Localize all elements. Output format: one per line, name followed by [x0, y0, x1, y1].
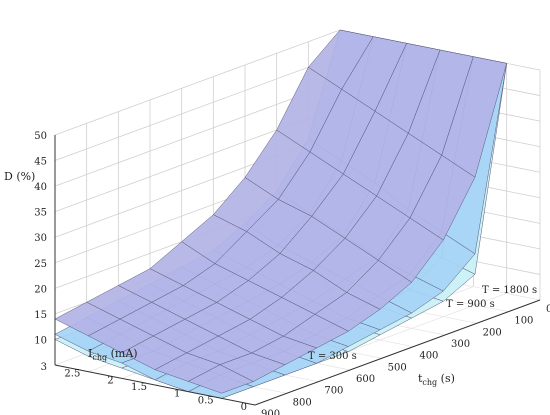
y-axis-label-main: I [88, 347, 92, 360]
i-tick-label: 2 [107, 375, 113, 386]
series-label-300: T = 300 s [308, 351, 357, 362]
t-axis-line [254, 299, 541, 406]
t-tick-label: 100 [514, 316, 533, 327]
surfaces [54, 29, 507, 399]
z-tick-label: 50 [34, 131, 47, 142]
t-tick-label: 0 [546, 304, 550, 315]
z-tick-label: 30 [34, 233, 47, 244]
t-tick-label: 500 [388, 362, 407, 373]
i-tick-label: 2.5 [64, 369, 80, 380]
ticks: 0 100 200 300 400 500 600 700 800 900 0 0.5 1 1.5 2 2.5… [34, 131, 550, 415]
surface-series [54, 29, 507, 394]
z-tick-label: 45 [34, 157, 47, 168]
z-tick-label: 25 [34, 259, 47, 270]
i-tick-label: 3 [41, 362, 47, 373]
z-tick-label: 15 [34, 310, 47, 321]
t-tick-label: 900 [261, 409, 280, 415]
z-tick-label: 10 [34, 335, 47, 346]
z-tick-label: 35 [34, 208, 47, 219]
y-axis-label: Ichg (mA) [88, 347, 138, 362]
t-tick-label: 400 [419, 351, 438, 362]
series-label-1800: T = 1800 s [482, 285, 537, 296]
i-tick-label: 0.5 [198, 395, 214, 406]
i-tick-label: 0 [241, 402, 247, 413]
series-label-900: T = 900 s [446, 299, 495, 310]
i-axis-line [54, 364, 256, 406]
i-tick-label: 1.5 [131, 382, 147, 393]
z-axis-label: D (%) [4, 170, 35, 183]
t-tick-label: 700 [324, 386, 343, 397]
y-axis-label-sub: chg [92, 353, 107, 362]
x-axis-label-unit: (s) [437, 372, 455, 385]
surface-patch [187, 364, 254, 394]
x-axis-label-sub: chg [422, 378, 437, 387]
z-tick-label: 20 [34, 284, 47, 295]
t-tick-label: 300 [451, 339, 470, 350]
x-axis-label: tchg (s) [418, 372, 455, 387]
t-tick-label: 200 [483, 327, 502, 338]
i-tick-label: 1 [174, 389, 180, 400]
x-axis-label-main: t [418, 372, 423, 385]
t-tick-label: 800 [293, 397, 312, 408]
y-axis-label-unit: (mA) [107, 347, 137, 360]
t-tick-label: 600 [356, 374, 375, 385]
z-tick-label: 40 [34, 182, 47, 193]
